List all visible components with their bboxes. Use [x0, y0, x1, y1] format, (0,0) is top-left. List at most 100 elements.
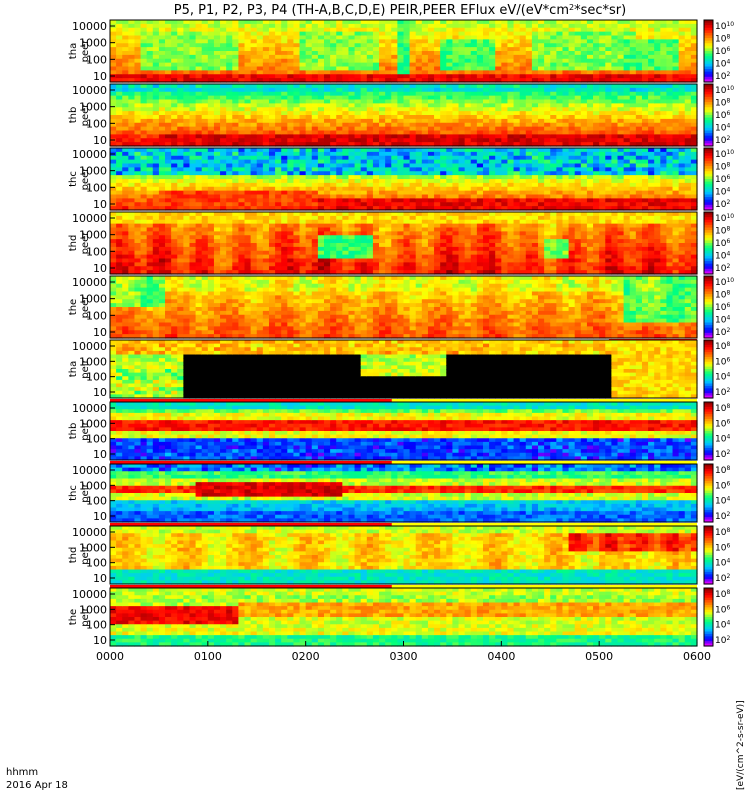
spectrogram-cell [422, 115, 429, 119]
spectrogram-cell [587, 156, 594, 160]
spectrogram-cell [416, 70, 423, 74]
spectrogram-cell [452, 20, 459, 24]
spectrogram-cell [593, 100, 600, 104]
spectrogram-cell [367, 179, 374, 183]
spectrogram-cell [128, 138, 135, 142]
spectrogram-cell [251, 152, 258, 156]
spectrogram-cell [159, 123, 166, 127]
spectrogram-cell [202, 103, 209, 107]
spectrogram-cell [373, 39, 380, 43]
spectrogram-cell [593, 171, 600, 175]
spectrogram-cell [202, 47, 209, 51]
spectrogram-cell [361, 92, 368, 96]
spectrogram-cell [116, 220, 123, 224]
spectrogram-cell [238, 148, 245, 152]
spectrogram-cell [654, 92, 661, 96]
spectrogram-cell [410, 55, 417, 59]
spectrogram-cell [642, 107, 649, 111]
spectrogram-cell [122, 74, 129, 78]
spectrogram-cell [226, 47, 233, 51]
spectrogram-cell [495, 59, 502, 63]
spectrogram-cell [153, 59, 160, 63]
spectrogram-cell [587, 47, 594, 51]
spectrogram-cell [226, 111, 233, 115]
spectrogram-cell [251, 195, 258, 199]
spectrogram-cell [593, 183, 600, 187]
spectrogram-cell [134, 195, 141, 199]
spectrogram-cell [526, 131, 533, 135]
spectrogram-cell [636, 156, 643, 160]
spectrogram-cell [189, 127, 196, 131]
spectrogram-cell [110, 103, 117, 107]
spectrogram-cell [159, 179, 166, 183]
spectrogram-cell [355, 92, 362, 96]
spectrogram-cell [183, 231, 190, 235]
spectrogram-cell [318, 195, 325, 199]
spectrogram-cell [165, 20, 172, 24]
spectrogram-cell [220, 195, 227, 199]
spectrogram-cell [293, 111, 300, 115]
spectrogram-cell [251, 24, 258, 28]
spectrogram-cell [391, 138, 398, 142]
spectrogram-cell [202, 115, 209, 119]
spectrogram-cell [263, 191, 270, 195]
spectrogram-cell [300, 51, 307, 55]
spectrogram-cell [214, 179, 221, 183]
spectrogram-cell [660, 39, 667, 43]
spectrogram-cell [648, 36, 655, 40]
spectrogram-cell [183, 88, 190, 92]
spectrogram-cell [679, 138, 686, 142]
spectrogram-cell [544, 160, 551, 164]
spectrogram-cell [330, 96, 337, 100]
spectrogram-cell [128, 20, 135, 24]
spectrogram-cell [673, 160, 680, 164]
spectrogram-cell [379, 103, 386, 107]
spectrogram-cell [196, 262, 203, 266]
spectrogram-cell [654, 36, 661, 40]
spectrogram-cell [593, 115, 600, 119]
spectrogram-cell [673, 84, 680, 88]
spectrogram-cell [373, 51, 380, 55]
spectrogram-cell [208, 100, 215, 104]
spectrogram-cell [514, 39, 521, 43]
spectrogram-cell [147, 24, 154, 28]
spectrogram-cell [483, 119, 490, 123]
spectrogram-cell [122, 39, 129, 43]
spectrogram-cell [501, 167, 508, 171]
spectrogram-cell [226, 202, 233, 206]
spectrogram-cell [520, 171, 527, 175]
spectrogram-cell [495, 179, 502, 183]
spectrogram-cell [147, 220, 154, 224]
spectrogram-cell [556, 39, 563, 43]
spectrogram-cell [599, 103, 606, 107]
spectrogram-cell [245, 191, 252, 195]
spectrogram-cell [159, 131, 166, 135]
spectrogram-cell [416, 63, 423, 67]
y-tick-label: 10 [93, 70, 107, 83]
spectrogram-cell [367, 127, 374, 131]
spectrogram-cell [330, 59, 337, 63]
spectrogram-cell [434, 198, 441, 202]
spectrogram-cell [660, 74, 667, 78]
spectrogram-cell [526, 67, 533, 71]
spectrogram-cell [465, 183, 472, 187]
spectrogram-cell [226, 43, 233, 47]
spectrogram-cell [422, 55, 429, 59]
spectrogram-cell [550, 138, 557, 142]
spectrogram-cell [654, 28, 661, 32]
spectrogram-cell [110, 171, 117, 175]
spectrogram-cell [562, 55, 569, 59]
spectrogram-cell [348, 107, 355, 111]
spectrogram-cell [202, 171, 209, 175]
spectrogram-cell [666, 156, 673, 160]
spectrogram-cell [202, 235, 209, 239]
spectrogram-cell [159, 63, 166, 67]
spectrogram-cell [202, 39, 209, 43]
spectrogram-cell [281, 191, 288, 195]
spectrogram-cell [122, 231, 129, 235]
spectrogram-cell [501, 39, 508, 43]
spectrogram-cell [526, 39, 533, 43]
spectrogram-cell [648, 123, 655, 127]
spectrogram-cell [514, 202, 521, 206]
spectrogram-cell [245, 156, 252, 160]
